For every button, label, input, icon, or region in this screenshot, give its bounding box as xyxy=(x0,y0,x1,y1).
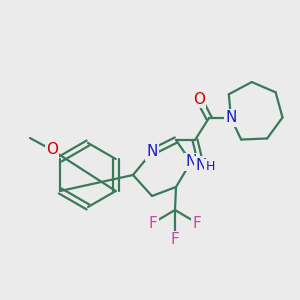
Text: F: F xyxy=(171,232,179,247)
Text: H: H xyxy=(205,160,215,172)
Text: O: O xyxy=(193,92,205,106)
Text: F: F xyxy=(193,215,201,230)
Text: N: N xyxy=(225,110,237,125)
Text: N: N xyxy=(185,154,197,169)
Text: N: N xyxy=(146,145,158,160)
Text: O: O xyxy=(46,142,58,158)
Text: F: F xyxy=(148,215,158,230)
Text: N: N xyxy=(195,158,207,172)
